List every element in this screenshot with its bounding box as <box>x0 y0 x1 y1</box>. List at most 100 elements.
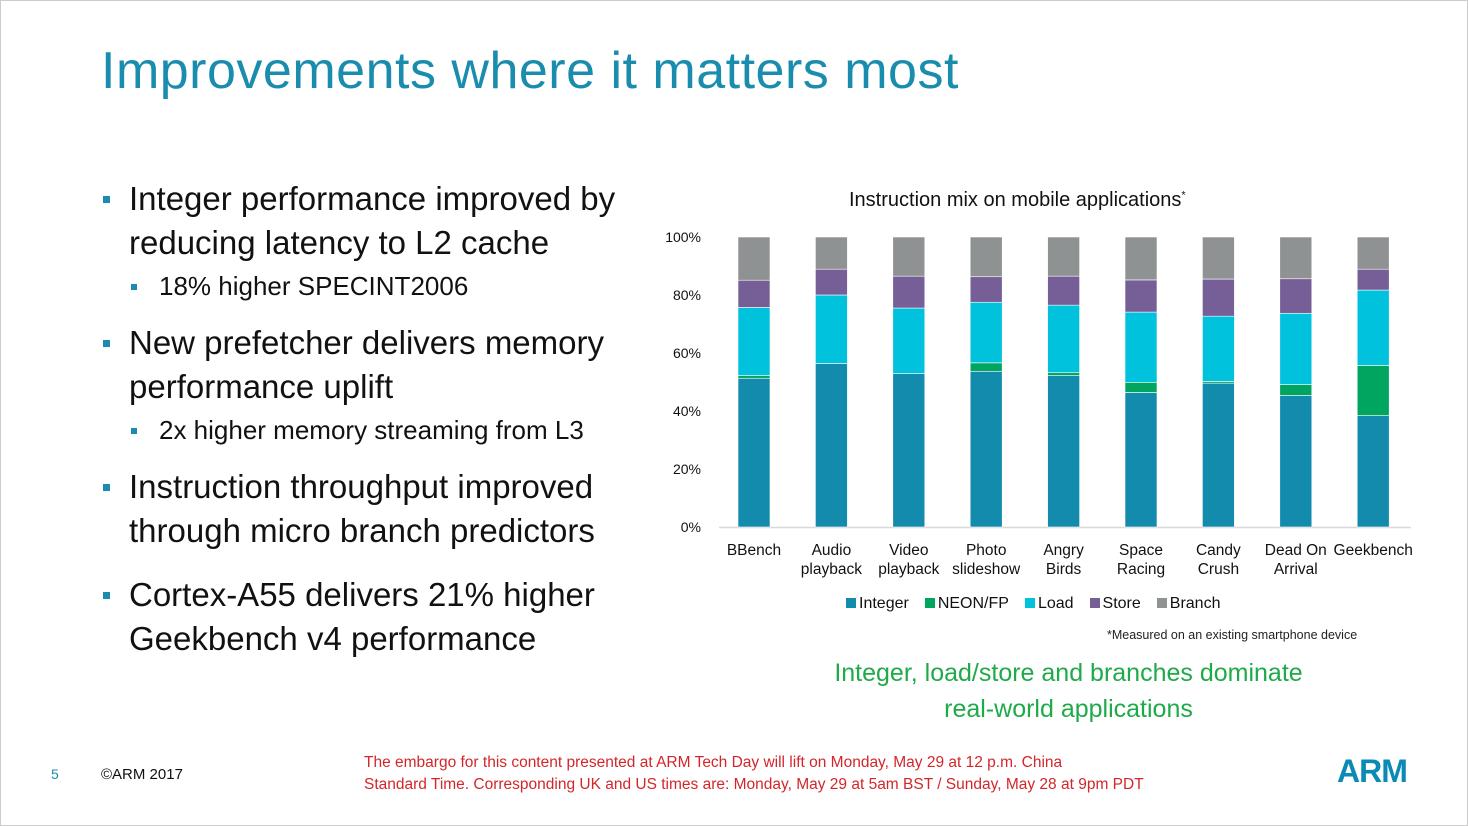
conclusion-text: Integer, load/store and branches dominat… <box>801 655 1336 727</box>
legend-swatch <box>846 598 856 608</box>
bar-segment-store <box>1047 275 1080 306</box>
legend-swatch <box>924 598 935 608</box>
y-tick-label: 20% <box>673 461 701 477</box>
legend-item: Branch <box>1156 595 1221 613</box>
bar-segment-integer <box>1279 395 1313 528</box>
bullet-list: Integer performance improved by reducing… <box>101 177 641 661</box>
bar-segment-branch <box>1047 236 1080 277</box>
x-tick-label: Crush <box>1198 561 1239 578</box>
bar-segment-branch <box>1202 236 1235 280</box>
bar-segment-integer <box>1356 415 1390 528</box>
x-tick-label: Audio <box>812 542 852 559</box>
bullet-branch: Instruction throughput improved through … <box>101 465 641 553</box>
bar-segment-integer <box>1047 375 1080 528</box>
legend-label: Store <box>1102 595 1141 612</box>
chart-title: Instruction mix on mobile applications* <box>849 189 1186 212</box>
chart-footnote: *Measured on an existing smartphone devi… <box>1107 628 1358 642</box>
bar-segment-integer <box>1124 392 1158 528</box>
bar-segment-store <box>1356 268 1390 291</box>
x-tick-label: slideshow <box>952 561 1021 578</box>
bullet-integer: Integer performance improved by reducing… <box>101 177 641 265</box>
x-tick-label: Geekbench <box>1334 542 1413 559</box>
bar-segment-store <box>1279 278 1313 314</box>
bar-segment-integer <box>969 370 1003 528</box>
y-tick-label: 100% <box>665 229 701 245</box>
x-tick-label: Candy <box>1196 542 1241 559</box>
bar-segment-branch <box>815 236 848 270</box>
legend-swatch <box>1089 598 1100 608</box>
embargo-notice: The embargo for this content presented a… <box>364 752 1144 796</box>
bar-segment-load <box>1356 289 1390 366</box>
legend-label: Integer <box>859 595 909 612</box>
bar-segment-store <box>1124 279 1158 313</box>
x-tick-label: BBench <box>727 542 781 559</box>
legend-item: Store <box>1089 595 1141 613</box>
bar-segment-load <box>1202 315 1235 382</box>
page-number: 5 <box>51 766 59 782</box>
bar-segment-integer <box>892 373 926 528</box>
x-tick-label: Dead On <box>1265 542 1327 559</box>
sub-bullet-memory: 2x higher memory streaming from L3 <box>101 413 641 447</box>
bar-segment-branch <box>737 236 771 281</box>
bullet-geekbench: Cortex-A55 delivers 21% higher Geekbench… <box>101 573 641 661</box>
sub-bullet-specint: 18% higher SPECINT2006 <box>101 269 641 303</box>
x-tick-label: playback <box>801 561 862 578</box>
bar-segment-store <box>737 279 771 308</box>
bar-segment-branch <box>1279 236 1313 280</box>
x-tick-label: Arrival <box>1274 561 1318 578</box>
bar-segment-neonfp <box>1047 372 1080 376</box>
bar-segment-store <box>1202 278 1235 317</box>
copyright: ©ARM 2017 <box>101 766 183 783</box>
legend-label: NEON/FP <box>937 595 1009 612</box>
bar-segment-load <box>969 301 1003 364</box>
x-tick-label: Photo <box>966 542 1007 559</box>
bar-segment-neonfp <box>737 375 771 379</box>
bar-segment-branch <box>1124 236 1158 281</box>
chart-title-text: Instruction mix on mobile applications <box>849 189 1182 211</box>
legend-item: NEON/FP <box>924 595 1009 613</box>
bar-segment-integer <box>1202 382 1235 528</box>
bar-segment-integer <box>737 377 771 528</box>
bar-segment-load <box>737 307 771 376</box>
legend-item: Load <box>1024 595 1074 613</box>
legend-swatch <box>1024 598 1035 608</box>
x-tick-label: playback <box>878 561 939 578</box>
conclusion-line-2: real-world applications <box>944 695 1193 723</box>
bar-segment-neonfp <box>1279 384 1313 396</box>
y-tick-label: 60% <box>673 345 701 361</box>
legend-item: Integer <box>846 595 909 613</box>
bar-segment-load <box>1124 311 1158 383</box>
bar-segment-neonfp <box>1356 365 1390 416</box>
chart-legend: Integer NEON/FP Load Store Branch <box>846 595 1220 613</box>
x-tick-label: Angry <box>1043 542 1084 559</box>
legend-label: Load <box>1037 595 1074 612</box>
bar-segment-store <box>815 268 848 296</box>
x-tick-label: Video <box>889 542 928 559</box>
bullet-prefetcher: New prefetcher delivers memory performan… <box>101 321 641 409</box>
y-tick-label: 0% <box>681 519 701 535</box>
bar-segment-branch <box>1356 236 1390 270</box>
bar-segment-integer <box>815 363 848 528</box>
bar-segment-store <box>969 276 1003 303</box>
embargo-line-1: The embargo for this content presented a… <box>364 754 1063 771</box>
y-tick-label: 40% <box>673 403 701 419</box>
x-tick-label: Racing <box>1117 561 1165 578</box>
bar-segment-load <box>1279 312 1313 385</box>
bar-segment-store <box>892 275 926 309</box>
conclusion-line-1: Integer, load/store and branches dominat… <box>834 659 1303 687</box>
bar-segment-load <box>1047 304 1080 374</box>
bar-segment-neonfp <box>969 362 1003 372</box>
x-tick-label: Birds <box>1046 561 1082 578</box>
bar-segment-branch <box>969 236 1003 278</box>
slide-title: Improvements where it matters most <box>101 42 959 100</box>
legend-swatch <box>1156 598 1167 608</box>
arm-logo: ARM <box>1337 753 1408 789</box>
chart-title-mark: * <box>1181 189 1186 202</box>
bar-segment-neonfp <box>1124 381 1158 393</box>
legend-label: Branch <box>1169 595 1221 612</box>
y-tick-label: 80% <box>673 287 701 303</box>
embargo-line-2: Standard Time. Corresponding UK and US t… <box>364 776 1144 793</box>
bar-segment-branch <box>892 236 926 277</box>
